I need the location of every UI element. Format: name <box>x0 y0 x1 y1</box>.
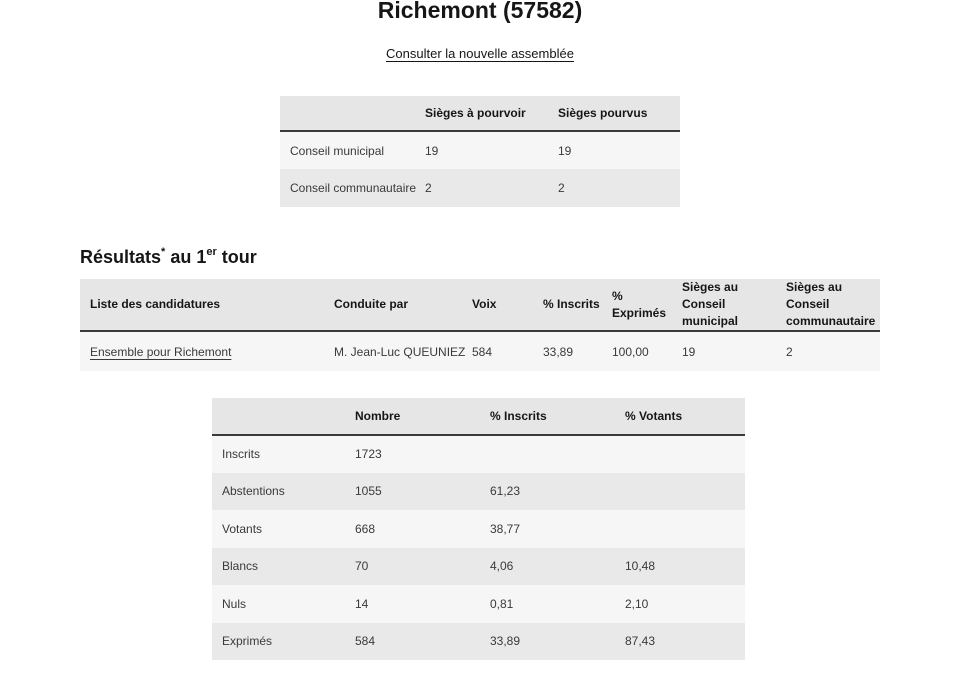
table-row: Votants 668 38,77 <box>212 510 745 548</box>
cell-pourvus: 19 <box>558 143 572 158</box>
assembly-link-container: Consulter la nouvelle assemblée <box>0 45 960 63</box>
header-liste-candidatures: Liste des candidatures <box>90 297 221 311</box>
candidates-header-row: Liste des candidatures Conduite par Voix… <box>80 279 880 331</box>
header-sieges-municipal: Sièges au Conseil municipal <box>682 280 739 328</box>
cell-pct-votants <box>615 435 745 473</box>
participation-table: Nombre % Inscrits % Votants Inscrits 172… <box>212 398 745 660</box>
cell-a-pourvoir: 2 <box>425 181 432 195</box>
cell-nombre: 668 <box>355 521 376 536</box>
results-heading: Résultats* au 1er tour <box>80 240 257 270</box>
seats-header-empty <box>280 96 415 131</box>
results-heading-suffix: tour <box>216 247 257 267</box>
participation-header-row: Nombre % Inscrits % Votants <box>212 398 745 435</box>
cell-pct-inscrits: 61,23 <box>490 484 521 499</box>
cell-pourvus: 2 <box>558 181 565 195</box>
table-row: Inscrits 1723 <box>212 435 745 473</box>
table-row: Ensemble pour Richemont M. Jean-Luc QUEU… <box>80 331 880 371</box>
page-title: Richemont (57582) <box>377 0 583 23</box>
header-conduite-par: Conduite par <box>334 297 408 311</box>
results-heading-word: Résultats <box>80 247 162 267</box>
table-row: Conseil communautaire 2 2 <box>280 169 680 207</box>
seats-header-row: Sièges à pourvoir Sièges pourvus <box>280 96 680 131</box>
cell-pct-inscrits: 33,89 <box>490 634 521 649</box>
row-label: Inscrits <box>222 447 261 462</box>
cell-pct-inscrits <box>480 435 615 473</box>
row-label: Conseil municipal <box>290 143 385 158</box>
cell-sieges-municipal: 19 <box>682 344 696 359</box>
cell-pct-votants: 87,43 <box>625 634 656 649</box>
cell-pct-inscrits: 0,81 <box>490 596 514 611</box>
cell-nombre: 70 <box>355 559 369 574</box>
participation-header-empty <box>212 398 345 435</box>
row-label: Votants <box>222 521 263 536</box>
cell-nombre: 1723 <box>355 447 382 462</box>
cell-liste: Ensemble pour Richemont <box>80 331 324 371</box>
table-row: Blancs 70 4,06 10,48 <box>212 547 745 585</box>
candidate-list-link[interactable]: Ensemble pour Richemont <box>90 344 232 359</box>
header-pct-exprimes: % Exprimés <box>612 288 667 320</box>
cell-nombre: 1055 <box>355 484 382 499</box>
cell-nombre: 584 <box>355 634 376 649</box>
results-heading-middle: au 1 <box>165 247 207 267</box>
table-row: Exprimés 584 33,89 87,43 <box>212 622 745 660</box>
cell-sieges-communautaire: 2 <box>786 344 793 359</box>
candidates-table: Liste des candidatures Conduite par Voix… <box>80 279 880 371</box>
seats-header-pourvus: Sièges pourvus <box>558 105 648 120</box>
header-pct-inscrits: % Inscrits <box>490 408 547 423</box>
cell-pct-votants <box>615 473 745 511</box>
row-label: Exprimés <box>222 634 273 649</box>
header-pct-inscrits: % Inscrits <box>543 297 600 311</box>
table-row: Conseil municipal 19 19 <box>280 131 680 169</box>
row-label: Nuls <box>222 596 247 611</box>
row-label: Abstentions <box>222 484 285 499</box>
table-row: Abstentions 1055 61,23 <box>212 472 745 511</box>
cell-pct-inscrits: 4,06 <box>490 559 514 574</box>
cell-pct-inscrits: 33,89 <box>543 344 574 359</box>
consult-assembly-link[interactable]: Consulter la nouvelle assemblée <box>386 46 574 61</box>
header-sieges-communautaire: Sièges au Conseil communautaire <box>786 280 876 328</box>
seats-header-a-pourvoir: Sièges à pourvoir <box>425 105 526 120</box>
row-label: Conseil communautaire <box>290 181 417 195</box>
results-ordinal-sup: er <box>206 246 217 258</box>
header-pct-votants: % Votants <box>625 408 683 423</box>
cell-voix: 584 <box>472 344 493 359</box>
header-nombre: Nombre <box>355 408 401 423</box>
cell-a-pourvoir: 19 <box>425 143 439 158</box>
cell-pct-inscrits: 38,77 <box>490 521 521 536</box>
cell-pct-votants <box>615 510 745 548</box>
header-voix: Voix <box>472 297 497 311</box>
cell-pct-exprimes: 100,00 <box>612 344 649 359</box>
seats-table: Sièges à pourvoir Sièges pourvus Conseil… <box>280 96 680 207</box>
results-asterisk: * <box>161 246 166 258</box>
cell-pct-votants: 10,48 <box>625 559 656 574</box>
cell-pct-votants: 2,10 <box>625 596 649 611</box>
table-row: Nuls 14 0,81 2,10 <box>212 585 745 623</box>
cell-conduite-par: M. Jean-Luc QUEUNIEZ <box>334 344 466 359</box>
row-label: Blancs <box>222 559 259 574</box>
cell-nombre: 14 <box>355 596 369 611</box>
